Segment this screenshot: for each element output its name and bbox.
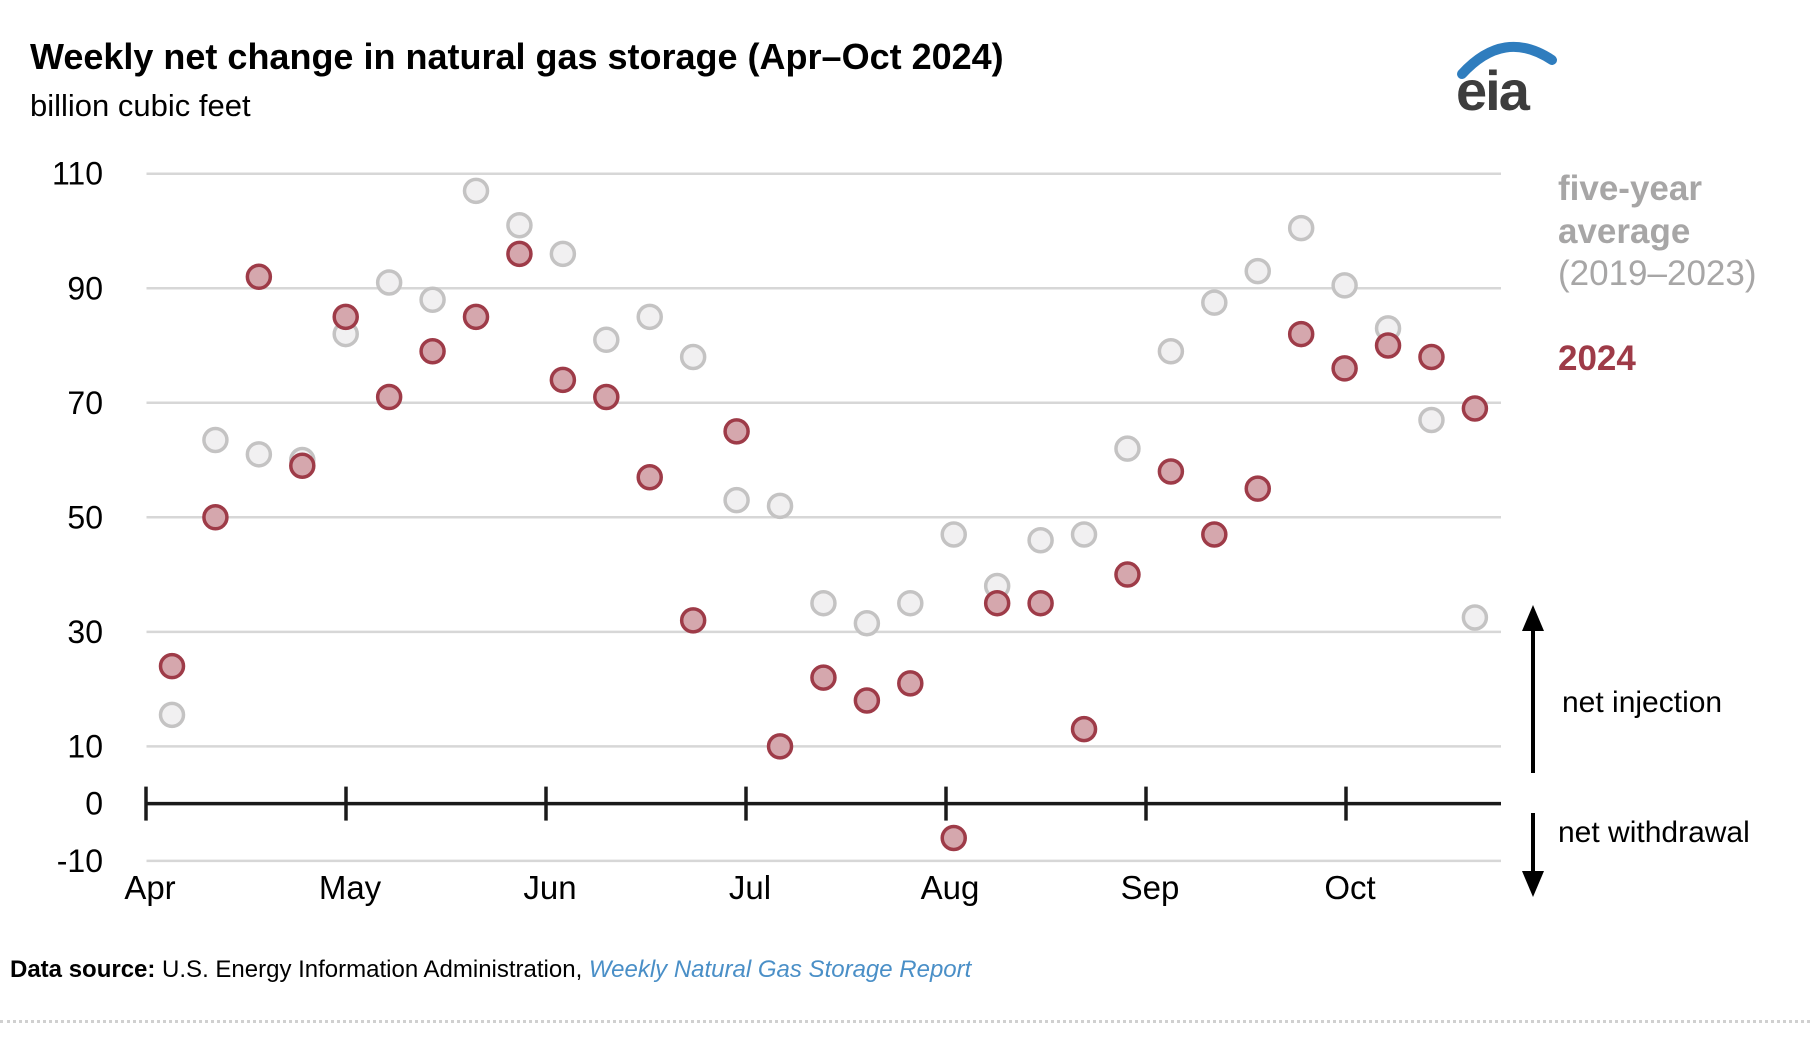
chart-title: Weekly net change in natural gas storage… (30, 36, 1004, 77)
y2024-data-point (419, 337, 446, 365)
avg-data-point (419, 286, 446, 313)
data-source-link[interactable]: Weekly Natural Gas Storage Report (588, 956, 972, 983)
legend-five-year-average-label: five-year average (1558, 169, 1702, 251)
injection-withdrawal-arrows (1522, 605, 1544, 897)
data-source-line: Data source: U.S. Energy Information Adm… (10, 956, 971, 984)
y2024-data-point (723, 418, 750, 445)
eia-logo: eia (1452, 30, 1562, 122)
y2024-data-point (1331, 355, 1358, 382)
avg-data-point (636, 303, 663, 331)
y2024-data-point (1027, 589, 1054, 617)
avg-data-point (766, 492, 794, 520)
y2024-data-point (1244, 475, 1271, 502)
y2024-data-point (1461, 395, 1489, 422)
net-withdrawal-annotation: net withdrawal (1558, 816, 1750, 849)
x-axis-month-label: May (319, 869, 382, 906)
net-injection-annotation: net injection (1562, 686, 1723, 719)
avg-data-point (940, 521, 967, 548)
data-source-text: U.S. Energy Information Administration, (155, 956, 589, 983)
y2024-data-point (462, 303, 490, 331)
y2024-data-point (940, 824, 967, 852)
avg-data-point (810, 589, 837, 617)
x-axis-month-label: Oct (1324, 869, 1375, 906)
net-injection-arrow-icon (1522, 605, 1544, 773)
y-axis-tick-label: 50 (67, 499, 103, 535)
avg-data-point (1157, 337, 1185, 365)
bottom-separator (0, 1020, 1810, 1023)
avg-data-point (158, 701, 186, 729)
avg-data-point (1114, 435, 1141, 462)
y-axis-tick-label: 0 (85, 786, 103, 822)
y2024-data-point (897, 670, 924, 697)
avg-data-point (1287, 214, 1315, 242)
y2024-data-point (1418, 343, 1445, 371)
avg-data-point (1201, 289, 1228, 316)
avg-data-point (1461, 604, 1489, 631)
y2024-data-point (1114, 561, 1141, 588)
avg-data-point (593, 326, 620, 354)
y2024-data-point (158, 652, 186, 680)
y-axis-tick-label: 110 (52, 156, 103, 192)
y-axis-tick-label: 90 (67, 270, 103, 306)
net-withdrawal-arrow-icon (1522, 813, 1544, 897)
y2024-data-point (289, 452, 316, 480)
y2024-data-point (1374, 332, 1402, 359)
y2024-data-point (506, 240, 533, 268)
data-source-label: Data source: (10, 956, 156, 983)
avg-data-point (549, 240, 577, 268)
eia-logo-text: eia (1456, 59, 1530, 122)
y2024-data-point (202, 504, 229, 531)
avg-data-point (897, 589, 924, 617)
avg-data-point (506, 212, 533, 239)
y2024-data-point (1287, 320, 1315, 348)
y2024-data-point (1157, 458, 1185, 485)
avg-data-point (1027, 526, 1054, 554)
y2024-data-point (766, 733, 794, 760)
x-axis-month-label: Jul (729, 869, 771, 906)
y2024-data-point (983, 589, 1011, 617)
chart-unit-label: billion cubic feet (30, 88, 251, 123)
y-axis-tick-label: 70 (67, 385, 103, 421)
y2024-data-point (810, 664, 837, 691)
chart-legend: five-year average (2019–2023) 2024 (1558, 168, 1798, 381)
y2024-data-point (1201, 521, 1228, 548)
x-axis-month-label: Jun (523, 869, 576, 906)
avg-data-point (679, 343, 707, 371)
y-axis-tick-label: -10 (57, 843, 103, 879)
x-axis-month-label: Aug (921, 869, 980, 906)
y2024-data-point (549, 366, 577, 394)
avg-data-point (1331, 272, 1358, 299)
avg-data-point (462, 177, 490, 205)
avg-data-point (202, 426, 229, 454)
avg-data-point (723, 486, 750, 514)
avg-data-point (1418, 406, 1445, 434)
legend-five-year-range-label: (2019–2023) (1558, 254, 1757, 294)
y2024-data-point (332, 303, 359, 331)
avg-data-point (1244, 257, 1271, 285)
eia-logo-swoosh-icon (1457, 42, 1557, 79)
avg-data-point (853, 609, 881, 637)
y2024-data-point (1070, 715, 1098, 743)
y-axis-tick-label: 10 (67, 728, 103, 764)
legend-2024-label: 2024 (1558, 339, 1636, 379)
x-axis-month-label: Sep (1121, 869, 1180, 906)
avg-data-point (245, 441, 273, 468)
y-axis-tick-label: 30 (67, 614, 103, 650)
y2024-data-point (853, 687, 881, 714)
y2024-data-point (375, 383, 403, 411)
avg-data-point (1070, 521, 1098, 548)
y2024-data-point (245, 263, 273, 291)
avg-data-point (375, 269, 403, 296)
y2024-data-point (593, 383, 620, 411)
y2024-data-point (679, 607, 707, 634)
x-axis-month-label: Apr (124, 869, 175, 906)
y2024-data-point (636, 463, 663, 491)
